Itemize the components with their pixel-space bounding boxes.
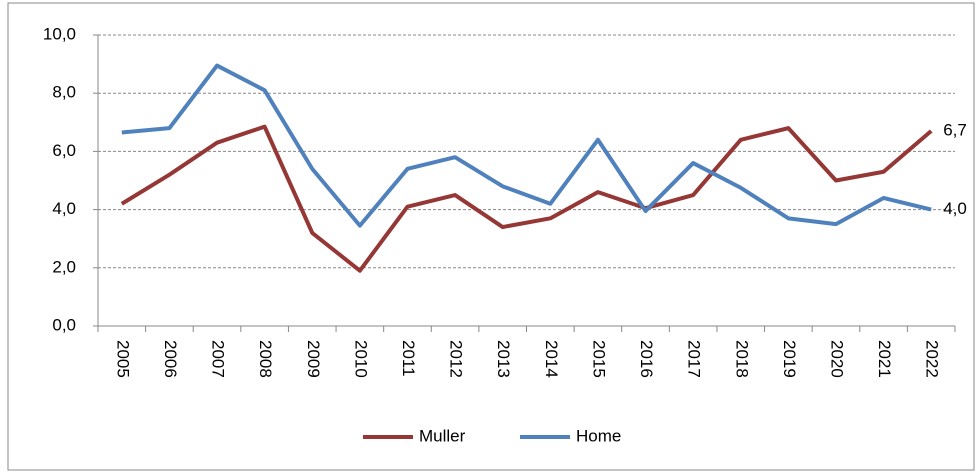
y-tick-label: 2,0 [52, 257, 76, 276]
data-label: 6,7 [943, 121, 967, 140]
legend-label: Muller [419, 426, 466, 445]
x-tick-label: 2005 [113, 340, 132, 378]
x-tick-label: 2021 [875, 340, 894, 378]
x-tick-label: 2014 [542, 340, 561, 378]
x-tick-label: 2013 [494, 340, 513, 378]
y-tick-label: 0,0 [52, 315, 76, 334]
x-tick-label: 2010 [351, 340, 370, 378]
y-tick-label: 4,0 [52, 199, 76, 218]
chart-border [7, 2, 975, 471]
data-label: 4,0 [943, 199, 967, 218]
line-series [121, 63, 932, 228]
x-tick-label: 2008 [256, 340, 275, 378]
line-series [120, 124, 933, 273]
x-tick-label: 2017 [685, 340, 704, 378]
x-tick-label: 2018 [732, 340, 751, 378]
x-tick-label: 2016 [637, 340, 656, 378]
x-tick-label: 2007 [209, 340, 228, 378]
x-tick-label: 2022 [923, 340, 942, 378]
x-tick-label: 2015 [589, 340, 608, 378]
x-tick-label: 2006 [161, 340, 180, 378]
y-tick-label: 6,0 [52, 141, 76, 160]
x-tick-label: 2019 [780, 340, 799, 378]
x-tick-label: 2020 [827, 340, 846, 378]
legend-label: Home [576, 426, 621, 445]
x-tick-label: 2009 [304, 340, 323, 378]
x-tick-label: 2012 [447, 340, 466, 378]
y-tick-label: 8,0 [52, 83, 76, 102]
x-tick-label: 2011 [399, 340, 418, 377]
y-tick-label: 10,0 [43, 24, 76, 43]
